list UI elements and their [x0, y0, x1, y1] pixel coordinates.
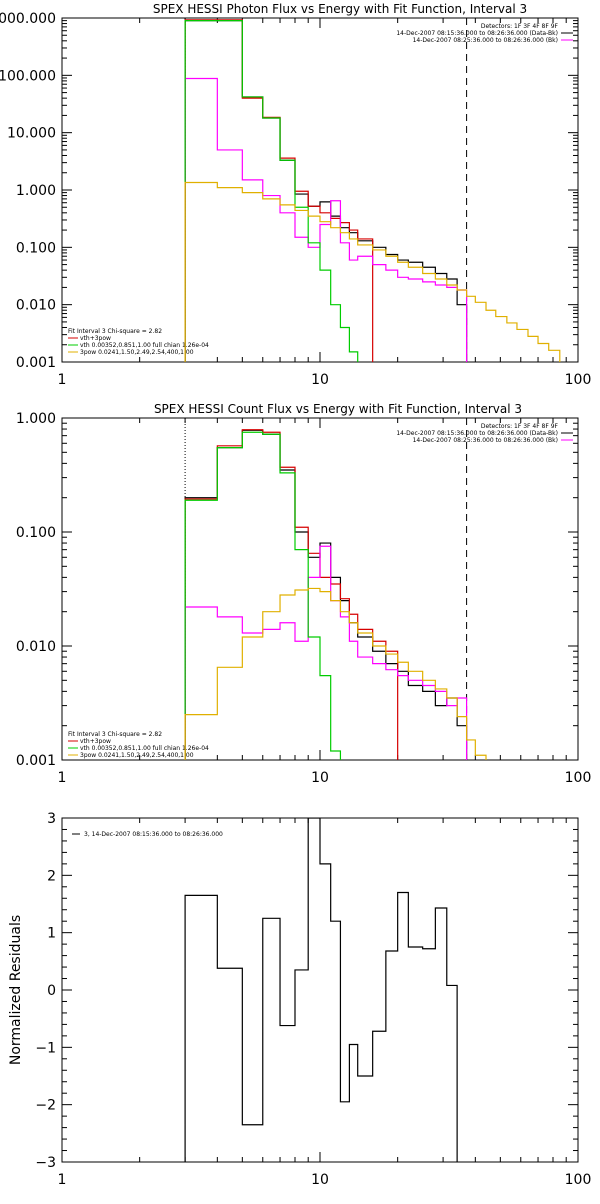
y-tick-label: 1	[47, 926, 56, 942]
x-tick-label: 1	[58, 1172, 67, 1188]
y-tick-label: 1.000	[16, 411, 56, 427]
legend-fit-entry: vth+3pow	[80, 335, 111, 342]
y-tick-label: 0	[47, 983, 56, 999]
panel2-title: SPEX HESSI Count Flux vs Energy with Fit…	[154, 402, 522, 416]
photon-flux-panel: SPEX HESSI Photon Flux vs Energy with Fi…	[0, 2, 591, 388]
x-tick-label: 10	[311, 1172, 329, 1188]
legend-fit-entry: 3pow 0.0241,1.50,2.49,2.54,400,1.00	[80, 752, 194, 759]
panel1-series-1-histogram	[184, 19, 374, 362]
panel1-series-2-histogram	[184, 77, 468, 362]
x-tick-label: 10	[311, 770, 329, 786]
panel1-axes-frame	[61, 17, 579, 363]
panel2-series-0-histogram	[184, 429, 468, 760]
legend-detector-entry: 14-Dec-2007 08:25:36.000 to 08:26:36.000…	[413, 437, 558, 444]
legend-fit-entry: Fit Interval 3 Chi-square = 2.82	[68, 731, 162, 738]
y-tick-label: 0.001	[16, 355, 56, 371]
x-tick-label: 10	[311, 372, 329, 388]
y-tick-label: 0.010	[16, 639, 56, 655]
y-tick-label: 2	[47, 868, 56, 884]
panel2-series-3-histogram	[184, 431, 342, 760]
y-tick-label: 0.010	[16, 298, 56, 314]
residuals-panel: Normalized Residuals 3, 14-Dec-2007 08:1…	[8, 811, 591, 1188]
x-tick-label: 1	[58, 770, 67, 786]
y-tick-label: −2	[35, 1098, 56, 1114]
legend-fit-entry: vth 0.00352,0.851,1.00 full chian 1.26e-…	[80, 745, 209, 752]
count-flux-panel: SPEX HESSI Count Flux vs Energy with Fit…	[16, 402, 591, 786]
residuals-y-axis-label: Normalized Residuals	[8, 915, 24, 1065]
legend-fit-entry: vth+3pow	[80, 738, 111, 745]
x-tick-label: 1	[58, 372, 67, 388]
y-tick-label: −1	[35, 1040, 56, 1056]
y-tick-label: −3	[35, 1155, 56, 1171]
panel1-series-3-histogram	[184, 20, 359, 362]
legend-fit-entry: vth 0.00352,0.851,1.00 full chian 1.26e-…	[80, 342, 209, 349]
y-tick-label: 0.001	[16, 753, 56, 769]
x-tick-label: 100	[565, 1172, 592, 1188]
panel2-series-2-histogram	[184, 545, 468, 760]
x-tick-label: 100	[565, 372, 592, 388]
panel1-series-0-histogram	[184, 20, 468, 362]
panel2-series-4-histogram	[184, 587, 487, 760]
legend-detector-entry: 14-Dec-2007 08:15:36.000 to 08:26:36.000…	[396, 430, 558, 437]
legend-detector-entry: 14-Dec-2007 08:25:36.000 to 08:26:36.000…	[413, 37, 558, 44]
panel3-series-0-histogram	[184, 818, 458, 1162]
y-tick-label: 3	[47, 811, 56, 827]
legend-detector-entry: 14-Dec-2007 08:15:36.000 to 08:26:36.000…	[396, 30, 558, 37]
panel1-series-4-histogram	[184, 181, 561, 362]
y-tick-label: 1.000	[16, 183, 56, 199]
x-tick-label: 100	[565, 770, 592, 786]
panel2-legend-bottom-left: Fit Interval 3 Chi-square = 2.82vth+3pow…	[68, 731, 209, 759]
y-tick-label: 100.000	[0, 68, 56, 84]
panel1-title: SPEX HESSI Photon Flux vs Energy with Fi…	[153, 2, 527, 16]
y-tick-label: 0.100	[16, 525, 56, 541]
y-tick-label: 10.000	[7, 126, 56, 142]
legend-detector-entry: Detectors: 1F 3F 4F 8F 9F	[481, 423, 559, 430]
panel1-legend-bottom-left: Fit Interval 3 Chi-square = 2.82vth+3pow…	[68, 328, 209, 356]
legend-fit-entry: 3pow 0.0241,1.50,2.49,2.54,400,1.00	[80, 349, 194, 356]
legend-detector-entry: Detectors: 1F 3F 4F 8F 9F	[481, 23, 559, 30]
residuals-legend: 3, 14-Dec-2007 08:15:36.000 to 08:26:36.…	[84, 831, 223, 838]
legend-fit-entry: Fit Interval 3 Chi-square = 2.82	[68, 328, 162, 335]
y-tick-label: 0.100	[16, 240, 56, 256]
panel3-axes-frame	[61, 817, 579, 1163]
